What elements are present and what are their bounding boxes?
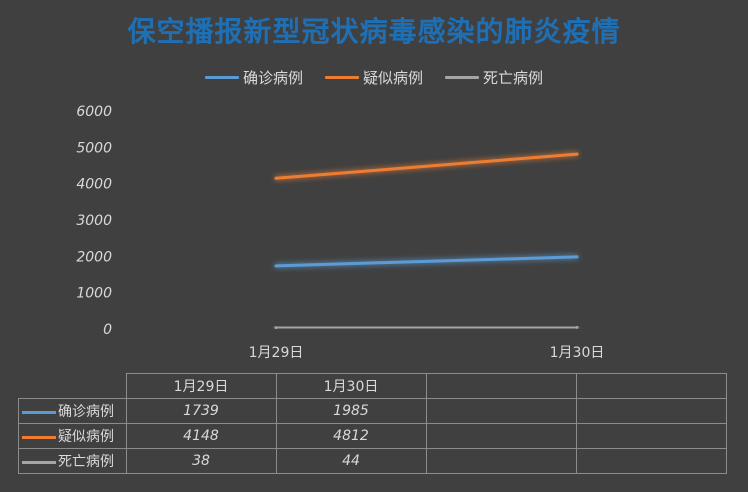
- y-tick-label: 2000: [76, 249, 112, 265]
- y-tick-label: 4000: [76, 177, 112, 193]
- data-table-empty-cell: [575, 448, 727, 474]
- row-label-deaths: 死亡病例: [58, 454, 114, 470]
- data-table: 1月29日 1月30日 确诊病例 1739 1985 疑似病例 4148 481…: [18, 373, 727, 474]
- series-point: [274, 176, 278, 180]
- y-tick-label: 1000: [76, 286, 112, 302]
- row-label-suspected: 疑似病例: [58, 429, 114, 445]
- legend-label-suspected: 疑似病例: [362, 69, 423, 87]
- legend-label-deaths: 死亡病例: [483, 69, 544, 87]
- legend-item-suspected: 疑似病例: [324, 67, 423, 88]
- y-tick-label: 3000: [76, 213, 112, 229]
- data-table-empty-cell: [425, 398, 577, 424]
- data-table-row-deaths: 死亡病例 38 44: [18, 448, 727, 474]
- data-table-empty-cell: [575, 423, 727, 449]
- data-table-col-header: 1月30日: [275, 373, 427, 399]
- plot-area: 0 1000 2000 3000 4000 5000 6000 1月29日 1月30日: [76, 104, 605, 361]
- series-point: [274, 326, 278, 330]
- data-table-row-header: 疑似病例: [18, 423, 127, 449]
- row-label-confirmed: 确诊病例: [58, 404, 114, 420]
- data-table-cell: 4812: [275, 423, 427, 449]
- data-table-cell: 44: [275, 448, 427, 474]
- data-table-cell: 1985: [275, 398, 427, 424]
- data-table-empty-cell: [425, 448, 577, 474]
- data-table-corner: [18, 373, 127, 399]
- data-table-row-suspected: 疑似病例 4148 4812: [18, 423, 727, 449]
- series-line-1: [274, 152, 579, 180]
- legend-swatch-deaths: [445, 76, 479, 79]
- y-tick-label: 0: [103, 322, 112, 338]
- data-table-row-header: 死亡病例: [18, 448, 127, 474]
- series-line-0: [274, 255, 579, 268]
- data-table-header-row: 1月29日 1月30日: [18, 373, 727, 399]
- data-table-row-confirmed: 确诊病例 1739 1985: [18, 398, 727, 424]
- data-table-col-header: 1月29日: [125, 373, 277, 399]
- row-swatch-confirmed: [22, 410, 56, 414]
- series-point: [274, 264, 278, 268]
- x-tick-label: 1月30日: [550, 345, 605, 361]
- legend: 确诊病例 疑似病例 死亡病例: [0, 67, 748, 88]
- legend-item-confirmed: 确诊病例: [204, 67, 303, 88]
- series-point: [575, 152, 579, 156]
- data-table-cell: 1739: [125, 398, 277, 424]
- x-tick-label: 1月29日: [249, 345, 304, 361]
- data-table-empty-col: [575, 373, 727, 399]
- y-tick-label: 6000: [76, 104, 112, 120]
- legend-swatch-suspected: [324, 76, 359, 79]
- data-table-empty-cell: [575, 398, 727, 424]
- series-point: [575, 255, 579, 259]
- row-swatch-deaths: [22, 460, 56, 464]
- data-table-empty-cell: [425, 423, 577, 449]
- legend-item-deaths: 死亡病例: [445, 67, 543, 88]
- data-table-empty-col: [425, 373, 577, 399]
- data-table-cell: 4148: [125, 423, 277, 449]
- legend-label-confirmed: 确诊病例: [242, 69, 303, 87]
- legend-swatch-confirmed: [204, 76, 239, 79]
- row-swatch-suspected: [22, 435, 56, 439]
- chart-title: 保空播报新型冠状病毒感染的肺炎疫情: [127, 15, 621, 48]
- y-tick-label: 5000: [76, 140, 112, 156]
- data-table-cell: 38: [125, 448, 277, 474]
- data-table-row-header: 确诊病例: [18, 398, 127, 424]
- series-point: [575, 325, 579, 329]
